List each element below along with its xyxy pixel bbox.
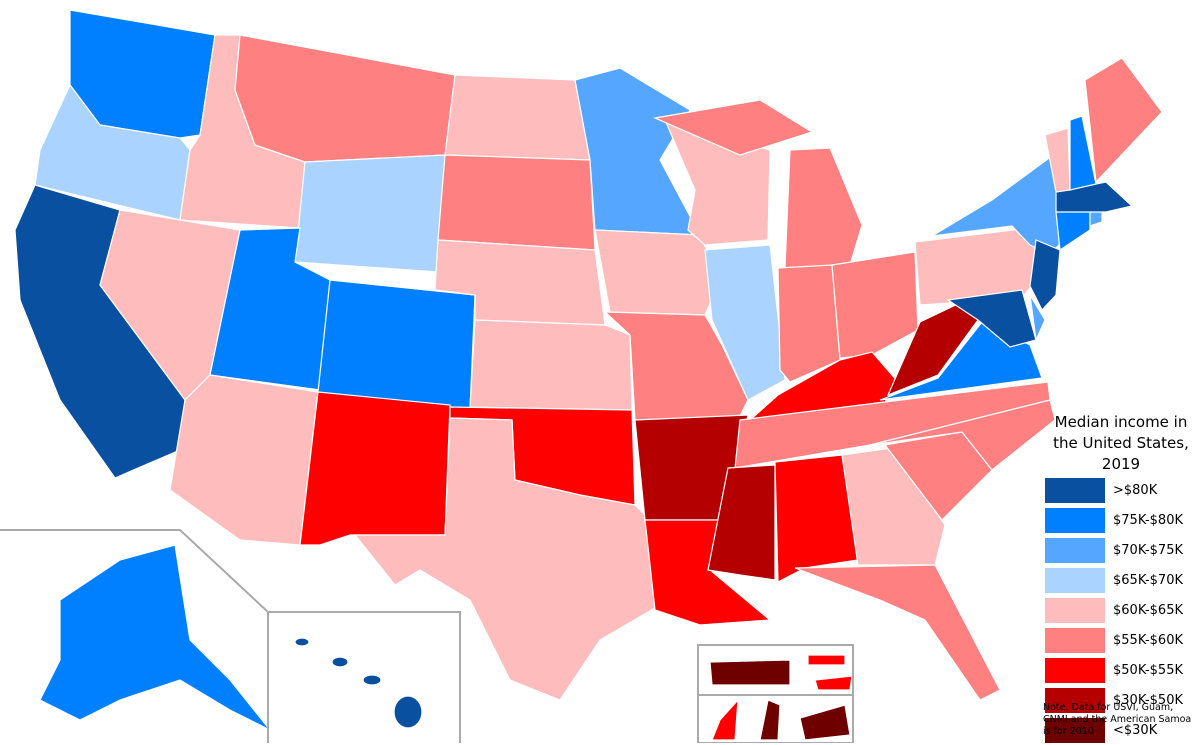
state xyxy=(1055,206,1091,252)
state xyxy=(353,417,661,701)
state xyxy=(39,544,271,731)
legend-label: $75K-$80K xyxy=(1113,512,1184,528)
state xyxy=(574,67,702,236)
legend-item: $70K-$75K xyxy=(1045,535,1183,565)
state xyxy=(169,374,319,546)
legend-item: $75K-$80K xyxy=(1045,505,1183,535)
state xyxy=(841,447,946,566)
state xyxy=(831,251,919,359)
state xyxy=(603,311,749,421)
legend-swatch xyxy=(1045,507,1105,533)
states xyxy=(14,9,1163,741)
territory xyxy=(711,698,739,741)
state xyxy=(1084,57,1163,184)
legend-item: >$80K xyxy=(1045,475,1183,505)
map-title: Median income in the United States, 2019 xyxy=(1053,413,1189,473)
state xyxy=(704,244,786,401)
legend-swatch xyxy=(1045,657,1105,683)
inset-borders xyxy=(0,529,854,743)
legend-label: <$30K xyxy=(1113,722,1158,738)
hawaii-inset-border xyxy=(268,611,461,743)
legend-item: $55K-$60K xyxy=(1045,625,1183,655)
legend-swatch xyxy=(1045,567,1105,593)
island xyxy=(331,656,349,668)
state xyxy=(299,391,451,546)
state xyxy=(444,74,591,161)
legend-swatch xyxy=(1045,717,1105,743)
legend-item: $60K-$65K xyxy=(1045,595,1183,625)
legend-item: <$30K xyxy=(1045,715,1183,745)
state xyxy=(1055,181,1134,213)
state xyxy=(774,454,859,583)
territory xyxy=(709,659,791,686)
state xyxy=(437,154,596,251)
territory xyxy=(807,654,846,666)
state xyxy=(469,319,633,411)
legend-item: $30K-$50K xyxy=(1045,685,1183,715)
island xyxy=(294,637,310,647)
legend-label: $50K-$55K xyxy=(1113,662,1184,678)
state xyxy=(707,464,776,581)
alaska-inset-border xyxy=(0,529,269,743)
legend-item: $50K-$55K xyxy=(1045,655,1183,685)
legend-swatch xyxy=(1045,537,1105,563)
state xyxy=(784,147,863,269)
legend-label: $70K-$75K xyxy=(1113,542,1184,558)
state xyxy=(794,564,1001,701)
legend-label: $30K-$50K xyxy=(1113,692,1184,708)
legend-swatch xyxy=(1045,597,1105,623)
note: Note. Data for USVI, Guam, CNMI and the … xyxy=(1043,702,1192,737)
state xyxy=(652,99,814,156)
legend-item: $65K-$70K xyxy=(1045,565,1183,595)
legend: >$80K $75K-$80K $70K-$75K $65K-$70K $60K-$65… xyxy=(1045,475,1183,745)
state xyxy=(1069,115,1097,191)
island xyxy=(393,695,423,729)
state xyxy=(1029,239,1061,312)
territory xyxy=(759,699,781,741)
legend-label: >$80K xyxy=(1113,482,1158,498)
state xyxy=(1029,294,1046,343)
state xyxy=(234,34,456,163)
state xyxy=(869,399,1056,471)
state xyxy=(294,154,446,273)
state xyxy=(946,289,1037,348)
legend-swatch xyxy=(1045,477,1105,503)
legend-swatch xyxy=(1045,627,1105,653)
legend-swatch xyxy=(1045,687,1105,713)
state xyxy=(777,264,841,383)
legend-label: $65K-$70K xyxy=(1113,572,1184,588)
state xyxy=(317,279,476,411)
legend-label: $60K-$65K xyxy=(1113,602,1184,618)
island xyxy=(362,674,382,686)
territory xyxy=(814,675,853,691)
legend-label: $55K-$60K xyxy=(1113,632,1184,648)
territory xyxy=(799,704,851,741)
state xyxy=(594,229,721,316)
